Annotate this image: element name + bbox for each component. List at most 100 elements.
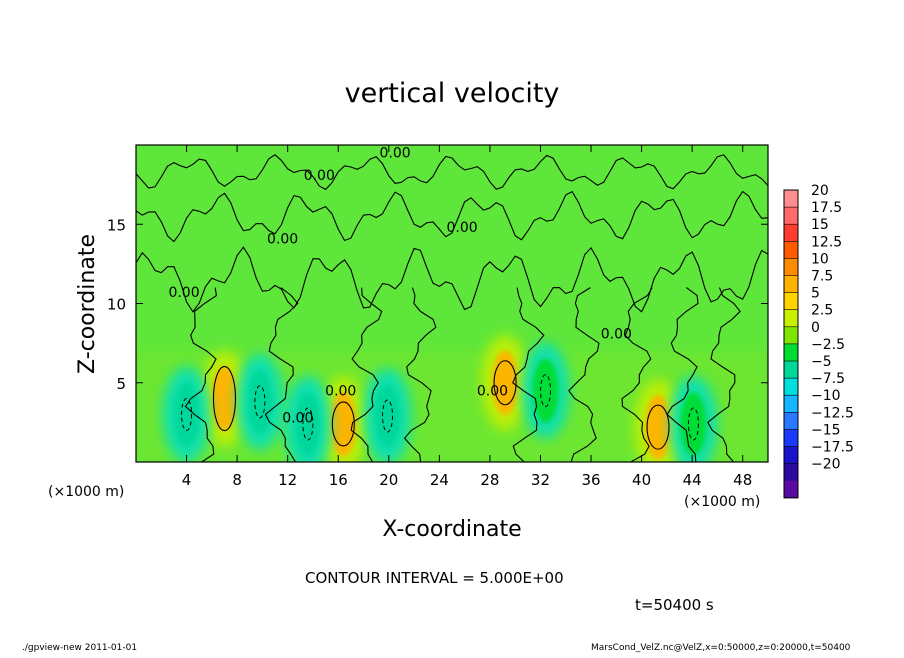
x-tick-label: 44: [683, 471, 702, 489]
x-axis-ticks: 4 8 12 16 20 24 28 32 36 40 44 48: [182, 145, 752, 489]
positive-core: [330, 391, 357, 456]
negative-contour: [181, 397, 193, 431]
colorbar-label: −10: [811, 388, 841, 404]
zero-contour-vertical: [184, 287, 217, 462]
negative-contour: [254, 385, 266, 419]
colorbar-label: 17.5: [811, 200, 842, 216]
colorbar-swatch: [784, 480, 798, 499]
velocity-field: [136, 334, 768, 462]
negative-contour: [687, 407, 699, 441]
colorbar-swatch: [784, 343, 798, 362]
negative-contour: [382, 399, 394, 433]
colorbar-label: 15: [811, 217, 829, 233]
colorbar-label: 12.5: [811, 234, 842, 250]
zero-contour-vertical: [403, 287, 437, 462]
contour-value-label: 0.00: [325, 383, 356, 399]
colorbar-swatch: [784, 412, 798, 430]
positive-core: [492, 350, 519, 415]
x-tick-label: 40: [632, 471, 651, 489]
colorbar-swatch: [784, 190, 798, 208]
y-axis-label: Z-coordinate: [75, 234, 100, 374]
contour-value-label: 0.00: [267, 231, 298, 247]
x-tick-label: 4: [182, 471, 192, 489]
negative-contour: [302, 407, 314, 441]
negative-core: [374, 384, 401, 449]
y-axis-ticks: 5 10 15: [107, 216, 768, 393]
zero-contour: [136, 246, 768, 313]
colorbar-swatch: [784, 378, 798, 396]
colorbar-label: −2.5: [811, 337, 845, 353]
colorbar-label: −17.5: [811, 440, 854, 456]
positive-contour: [493, 360, 517, 406]
zero-contour-vertical: [568, 287, 600, 462]
colorbar-label: −15: [811, 422, 841, 438]
colorbar-label: 10: [811, 251, 829, 267]
x-axis-label: X-coordinate: [382, 517, 521, 542]
contour-value-label: 0.00: [282, 410, 313, 426]
x-tick-label: 36: [581, 471, 600, 489]
colorbar-swatch: [784, 241, 798, 259]
plot-area: 0.00 0.00 0.00 0.00 0.00 0.00 0.00 0.00 0.00: [135, 144, 769, 463]
colorbar-label: −20: [811, 457, 841, 473]
contour-value-label: 0.00: [380, 146, 411, 162]
positive-contour: [331, 401, 355, 447]
colorbar-label: −5: [811, 354, 832, 370]
negative-core: [173, 382, 200, 447]
contour-value-label: 0.00: [168, 285, 199, 301]
footer-left: ./gpview-new 2011-01-01: [22, 643, 137, 653]
y-tick-label: 15: [107, 216, 126, 234]
positive-core: [211, 366, 238, 431]
y-tick-label: 5: [116, 375, 126, 393]
x-tick-label: 24: [430, 471, 449, 489]
colorbar-swatch: [784, 258, 798, 276]
zero-contour-vertical: [621, 287, 653, 462]
negative-core: [294, 391, 321, 456]
colorbar-swatch: [784, 275, 798, 294]
colorbar-label: 0: [811, 320, 820, 336]
footer-right: MarsCond_VelZ.nc@VelZ,x=0:50000,z=0:2000…: [591, 643, 851, 653]
time-label: t=50400 s: [635, 596, 714, 614]
colorbar-swatch: [784, 326, 798, 345]
x-tick-label: 28: [480, 471, 499, 489]
colorbar-label: −7.5: [811, 371, 845, 387]
colorbar-label: 20: [811, 183, 829, 199]
positive-contour: [646, 404, 670, 450]
colorbar-label: −12.5: [811, 405, 854, 421]
zero-contour-vertical: [350, 287, 383, 462]
zero-contour: [136, 154, 768, 191]
contour-labels: 0.00 0.00 0.00 0.00 0.00 0.00 0.00 0.00 0.00: [168, 146, 631, 427]
colorbar-label: 7.5: [811, 269, 833, 285]
x-tick-label: 48: [733, 471, 752, 489]
positive-core: [645, 395, 672, 460]
colorbar-swatch: [784, 463, 798, 482]
colorbar-label: 5: [811, 286, 820, 302]
zero-contour-vertical: [264, 287, 299, 462]
colorbar-swatch: [784, 395, 798, 413]
negative-core: [532, 358, 559, 423]
contour-value-label: 0.00: [601, 326, 632, 342]
colorbar-label: 2.5: [811, 303, 833, 319]
zero-contour-vertical: [707, 287, 741, 462]
contour-lines: [136, 154, 768, 462]
negative-core: [246, 369, 273, 434]
colorbar-swatch: [784, 361, 798, 379]
zero-contour-vertical: [666, 287, 699, 462]
x-tick-label: 20: [379, 471, 398, 489]
x-tick-label: 8: [232, 471, 242, 489]
colorbar-swatch: [784, 309, 798, 328]
colorbar-swatch: [784, 292, 798, 311]
colorbar-swatch: [784, 207, 798, 225]
y-tick-label: 10: [107, 296, 126, 314]
negative-contour: [540, 374, 552, 408]
negative-core: [680, 391, 707, 456]
x-tick-label: 32: [531, 471, 550, 489]
zero-contour-vertical: [512, 287, 545, 462]
x-tick-label: 12: [278, 471, 297, 489]
colorbar-swatch: [784, 429, 798, 447]
contour-value-label: 0.00: [477, 383, 508, 399]
chart-title: vertical velocity: [345, 78, 560, 109]
contour-interval-text: CONTOUR INTERVAL = 5.000E+00: [305, 569, 564, 587]
x-axis-unit-left: (×1000 m): [48, 484, 124, 500]
x-axis-unit-right: (×1000 m): [684, 494, 760, 510]
